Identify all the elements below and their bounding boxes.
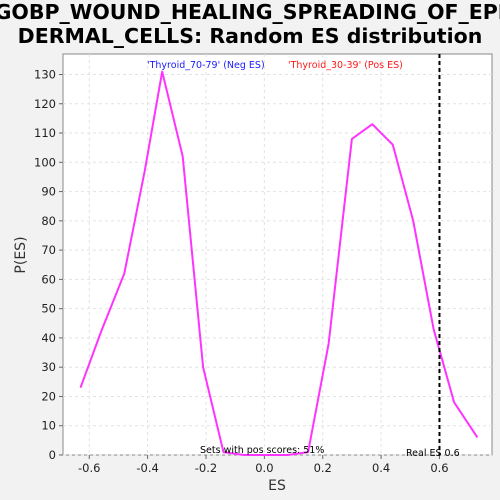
- x-tick-label: 0.4: [372, 461, 390, 475]
- x-tick-label: 0.0: [255, 461, 273, 475]
- y-tick-label: 0: [49, 448, 56, 462]
- y-tick-label: 130: [34, 67, 56, 81]
- y-tick-label: 60: [41, 272, 56, 286]
- x-axis-label: ES: [268, 478, 286, 494]
- y-tick-label: 80: [41, 214, 56, 228]
- x-tick-label: 0.6: [430, 461, 448, 475]
- y-tick-label: 50: [41, 302, 56, 316]
- y-tick-label: 20: [41, 389, 56, 403]
- x-tick-label: 0.2: [314, 461, 332, 475]
- y-tick-label: 120: [34, 97, 56, 111]
- x-tick-label: -0.4: [136, 461, 158, 475]
- y-tick-label: 30: [41, 360, 56, 374]
- y-tick-label: 90: [41, 185, 56, 199]
- chart-title-line-1: GOBP_WOUND_HEALING_SPREADING_OF_EPI: [0, 0, 500, 24]
- pos-scores-annotation: Sets with pos scores: 51%: [200, 445, 324, 456]
- y-tick-label: 10: [41, 419, 56, 433]
- real-es-label: Real ES 0.6: [406, 448, 460, 459]
- axis-ticks: 0 10 20 30 40 50 60 70 80 90 100 110 120 130 -0.6 -0.4 -…: [34, 67, 449, 475]
- x-tick-label: -0.2: [195, 461, 217, 475]
- legend-pos-label: 'Thyroid_30-39' (Pos ES): [288, 60, 403, 71]
- y-tick-label: 70: [41, 243, 56, 257]
- chart-title-line-2: DERMAL_CELLS: Random ES distribution: [18, 24, 483, 48]
- y-tick-label: 40: [41, 331, 56, 345]
- series-line: [79, 70, 479, 456]
- y-tick-label: 110: [34, 126, 56, 140]
- series-layer: [79, 70, 479, 456]
- y-tick-label: 100: [34, 155, 56, 169]
- x-tick-label: -0.6: [78, 461, 100, 475]
- y-axis-label: P(ES): [13, 236, 29, 273]
- legend-neg-label: 'Thyroid_70-79' (Neg ES): [147, 60, 265, 71]
